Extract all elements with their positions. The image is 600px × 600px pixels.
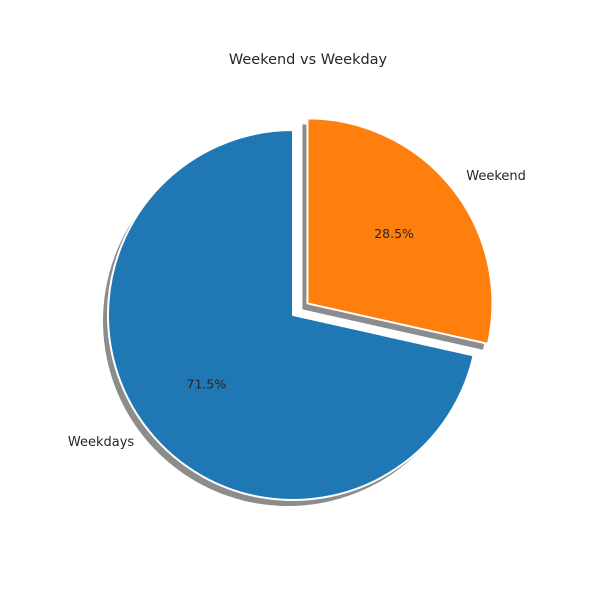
pie-slice-weekdays: [107, 129, 475, 501]
slice-percent-weekend: 28.5%: [374, 226, 414, 241]
slice-label-weekend: Weekend: [466, 169, 526, 184]
pie-slice-weekend: [306, 117, 494, 345]
pie-labels: Weekdays 71.5% Weekend 28.5%: [68, 169, 526, 450]
chart-title: Weekend vs Weekday: [229, 52, 388, 68]
pie-slices: [107, 117, 494, 501]
slice-percent-weekdays: 71.5%: [187, 376, 227, 391]
slice-label-weekdays: Weekdays: [68, 435, 135, 450]
